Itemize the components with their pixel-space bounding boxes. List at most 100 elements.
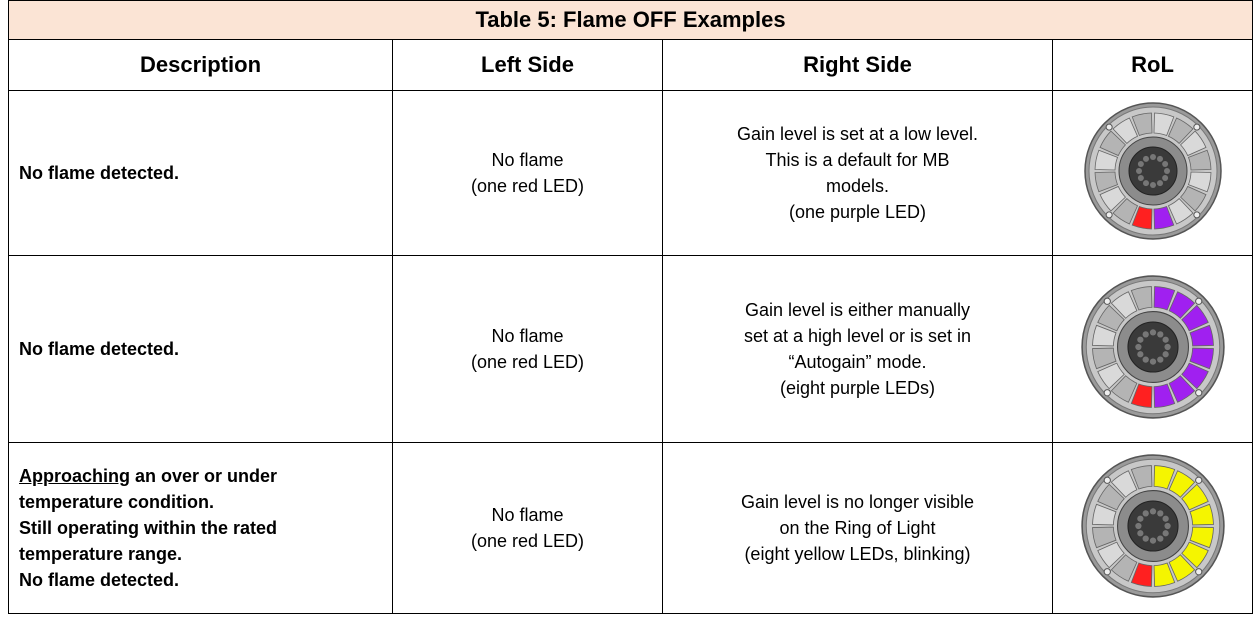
- left-text: (one red LED): [470, 176, 585, 196]
- led: [1188, 526, 1214, 548]
- ring-part: [1162, 336, 1169, 343]
- ring-part: [1136, 529, 1143, 536]
- ring-part: [1142, 330, 1149, 337]
- ring-part: [1142, 356, 1149, 363]
- led: [1096, 304, 1125, 331]
- led: [1187, 171, 1211, 192]
- ring-part: [1149, 536, 1156, 544]
- led: [1180, 304, 1209, 331]
- ring-part: [1128, 146, 1177, 195]
- ring-part: [1126, 320, 1179, 373]
- led: [1130, 285, 1152, 311]
- ring-part: [1194, 476, 1202, 484]
- right-text: Gain level is either manually: [744, 300, 971, 320]
- ring-part: [1103, 567, 1111, 575]
- ring-of-light: [1083, 101, 1222, 240]
- ring-part: [1163, 522, 1171, 529]
- led: [1188, 324, 1214, 346]
- header: Left Side: [392, 39, 663, 91]
- led: [1131, 112, 1152, 136]
- ring-of-light: [1080, 453, 1225, 598]
- ring-part: [1149, 507, 1156, 515]
- led: [1179, 185, 1207, 211]
- right-text: on the Ring of Light: [779, 518, 936, 538]
- ring-part: [1156, 509, 1163, 516]
- led: [1110, 374, 1137, 403]
- description: temperature condition.: [19, 492, 215, 512]
- description: an over or under: [130, 466, 278, 486]
- led: [1110, 553, 1137, 582]
- ring-part: [1103, 476, 1111, 484]
- led: [1153, 112, 1174, 136]
- ring-part: [1103, 388, 1111, 396]
- ring-part: [1134, 343, 1142, 350]
- left-text: No flame: [491, 505, 564, 525]
- led: [1180, 541, 1209, 568]
- ring-part: [1149, 328, 1156, 336]
- left-text: (one red LED): [470, 352, 585, 372]
- ring-part: [1163, 343, 1171, 350]
- led: [1130, 464, 1152, 490]
- led: [1131, 205, 1152, 229]
- led: [1094, 149, 1118, 170]
- ring-part: [1105, 123, 1113, 131]
- ring-part: [1142, 179, 1149, 186]
- ring-part: [1149, 181, 1156, 188]
- led: [1188, 503, 1214, 525]
- ring-part: [1156, 155, 1163, 162]
- led: [1110, 469, 1137, 498]
- description: No flame detected.: [19, 570, 180, 590]
- led: [1167, 197, 1193, 225]
- led: [1180, 483, 1209, 510]
- ring-part: [1142, 509, 1149, 516]
- ring-of-light: [1080, 274, 1225, 419]
- ring-part: [1149, 153, 1156, 160]
- ring-part: [1156, 535, 1163, 542]
- header: Right Side: [662, 39, 1053, 91]
- ring-part: [1162, 529, 1169, 536]
- right-text: (one purple LED): [788, 202, 927, 222]
- led: [1091, 526, 1117, 548]
- description: No flame detected.: [19, 339, 180, 359]
- led: [1188, 347, 1214, 369]
- led: [1098, 185, 1126, 211]
- ring-part: [1137, 174, 1144, 181]
- flame-table: Table 5: Flame OFF Examples Description …: [7, 0, 1254, 614]
- description: Still operating within the rated: [19, 518, 278, 538]
- ring-part: [1161, 160, 1168, 167]
- led: [1168, 374, 1195, 403]
- ring-part: [1135, 167, 1142, 174]
- led: [1167, 116, 1193, 144]
- led: [1091, 324, 1117, 346]
- led: [1130, 561, 1152, 587]
- led: [1153, 285, 1175, 311]
- ring-part: [1142, 535, 1149, 542]
- led: [1153, 382, 1175, 408]
- led: [1112, 116, 1138, 144]
- ring-part: [1136, 350, 1143, 357]
- description: No flame detected.: [19, 163, 180, 183]
- ring-part: [1105, 210, 1113, 218]
- led: [1187, 149, 1211, 170]
- led: [1179, 130, 1207, 156]
- ring-part: [1103, 297, 1111, 305]
- led: [1180, 362, 1209, 389]
- led: [1168, 469, 1195, 498]
- led: [1096, 541, 1125, 568]
- ring-part: [1137, 160, 1144, 167]
- ring-part: [1192, 123, 1200, 131]
- led: [1094, 171, 1118, 192]
- led: [1153, 464, 1175, 490]
- right-text: Gain level is set at a low level.: [736, 124, 979, 144]
- right-text: models.: [825, 176, 890, 196]
- left-text: No flame: [491, 150, 564, 170]
- led: [1096, 483, 1125, 510]
- led: [1110, 290, 1137, 319]
- ring-part: [1194, 388, 1202, 396]
- ring-part: [1162, 350, 1169, 357]
- led: [1153, 205, 1174, 229]
- ring-part: [1156, 179, 1163, 186]
- ring-part: [1149, 357, 1156, 365]
- ring-part: [1136, 336, 1143, 343]
